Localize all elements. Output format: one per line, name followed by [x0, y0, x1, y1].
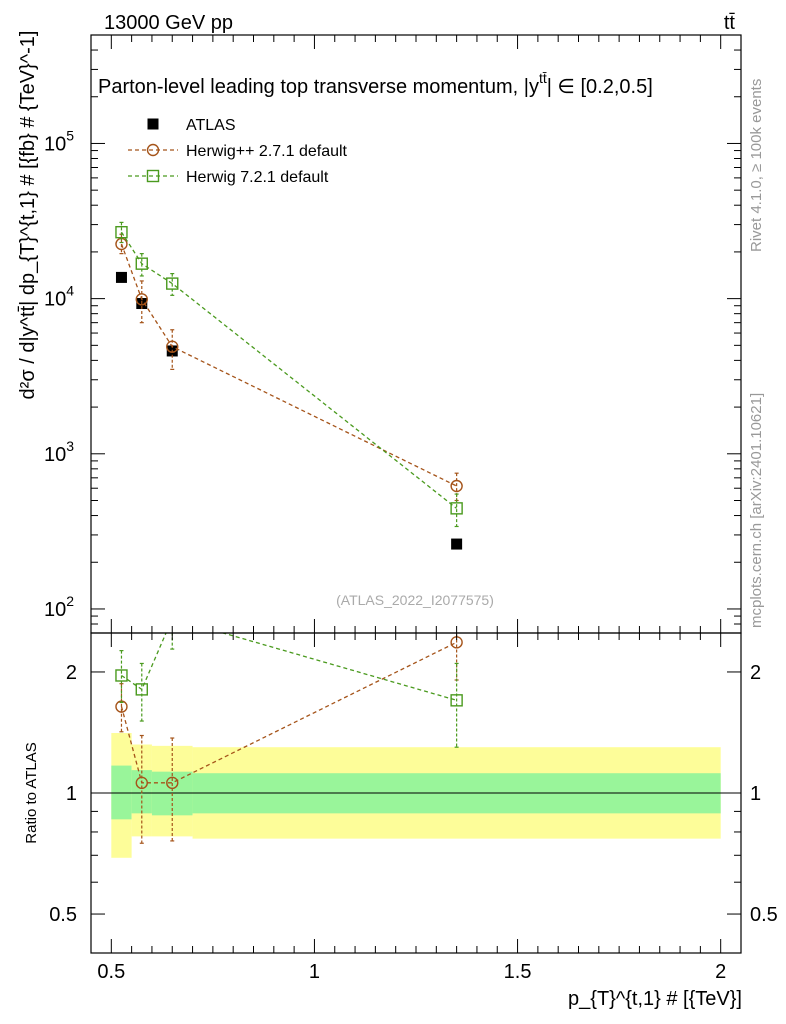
- ratio-herwig7-point: [135, 683, 148, 696]
- ratio-herwigpp-line: [120, 641, 457, 784]
- legend-label-atlas: ATLAS: [186, 117, 236, 134]
- plot-title: Parton-level leading top transverse mome…: [98, 70, 653, 98]
- legend-marker-herwigpp: [146, 143, 160, 157]
- ratio-herwigpp-point: [135, 776, 148, 790]
- x-axis-label: p_{T}^{t,1} # [{TeV}]: [568, 988, 742, 1010]
- ratio-herwigpp-point: [166, 776, 179, 790]
- ratio-panel: [115, 613, 463, 844]
- band-inner: [111, 765, 132, 820]
- x-tick-label: 1.5: [504, 961, 532, 983]
- main-y-tick-label: 103: [44, 438, 74, 466]
- ratio-y-axis-label: Ratio to ATLAS: [23, 742, 40, 843]
- ratio-y-tick-label-right: 0.5: [750, 904, 778, 926]
- title-main: Parton-level leading top transverse mome…: [98, 76, 539, 98]
- energy-label: 13000 GeV pp: [104, 12, 233, 34]
- main-herwig7-line: [120, 231, 458, 509]
- main-herwigpp-point: [135, 293, 148, 306]
- x-tick-label: 2: [715, 961, 726, 983]
- process-label: tt̄: [724, 12, 736, 34]
- main-herwig7-point: [135, 257, 148, 270]
- main-atlas-point: [451, 538, 463, 550]
- main-atlas-point: [115, 271, 127, 283]
- ratio-frame: [90, 632, 742, 954]
- ratio-y-tick-label-right: 2: [750, 662, 761, 684]
- analysis-watermark: (ATLAS_2022_I2077575): [336, 592, 494, 608]
- main-y-tick-label: 102: [44, 593, 74, 621]
- main-y-tick-label: 105: [44, 127, 74, 155]
- ratio-y-tick-label-left: 2: [66, 662, 77, 684]
- ratio-herwig7-point: [450, 694, 463, 707]
- ratio-y-tick-label-left: 0.5: [49, 904, 77, 926]
- main-y-tick-label: 104: [44, 283, 74, 311]
- main-herwigpp-point: [450, 479, 463, 493]
- mcplots-label: mcplots.cern.ch [arXiv:2401.10621]: [748, 393, 765, 628]
- main-herwig7-point: [450, 502, 463, 515]
- ratio-herwig7-line: [121, 633, 457, 701]
- title-suffix: | ∈ [0.2,0.5]: [547, 76, 653, 98]
- ratio-herwig7-point: [167, 613, 178, 624]
- ratio-y-tick-label-left: 1: [66, 783, 77, 805]
- x-tick-label: 0.5: [97, 961, 125, 983]
- main-herwigpp-line: [120, 243, 457, 487]
- axes: 102 103 104 105 0.5 0.5 1 1 2 2 0.5 1 1.5 2: [44, 34, 778, 983]
- legend: ATLAS Herwig++ 2.7.1 default Herwig 7.2.1 …: [128, 117, 348, 186]
- main-y-axis-label: d²σ / d|y^tt̄| dp_{T}^{t,1} # [{fb} # {T…: [17, 31, 39, 400]
- legend-marker-atlas: [147, 118, 159, 130]
- ratio-uncertainty-bands: [91, 733, 741, 858]
- main-panel: [115, 221, 463, 550]
- main-herwigpp-point: [166, 340, 179, 353]
- main-herwig7-point: [166, 277, 179, 290]
- rivet-version-label: Rivet 4.1.0, ≥ 100k events: [748, 79, 765, 252]
- ratio-y-tick-label-right: 1: [750, 783, 761, 805]
- title-superscript: tt̄: [539, 70, 547, 86]
- svg-text:Parton-level leading top trans: Parton-level leading top transverse mome…: [98, 70, 653, 98]
- legend-label-herwig7: Herwig 7.2.1 default: [186, 169, 329, 186]
- legend-label-herwigpp: Herwig++ 2.7.1 default: [186, 143, 348, 160]
- legend-marker-herwig7: [146, 169, 160, 183]
- x-tick-label: 1: [309, 961, 320, 983]
- main-herwig7-point: [115, 225, 128, 239]
- ratio-herwig7-point: [115, 669, 128, 682]
